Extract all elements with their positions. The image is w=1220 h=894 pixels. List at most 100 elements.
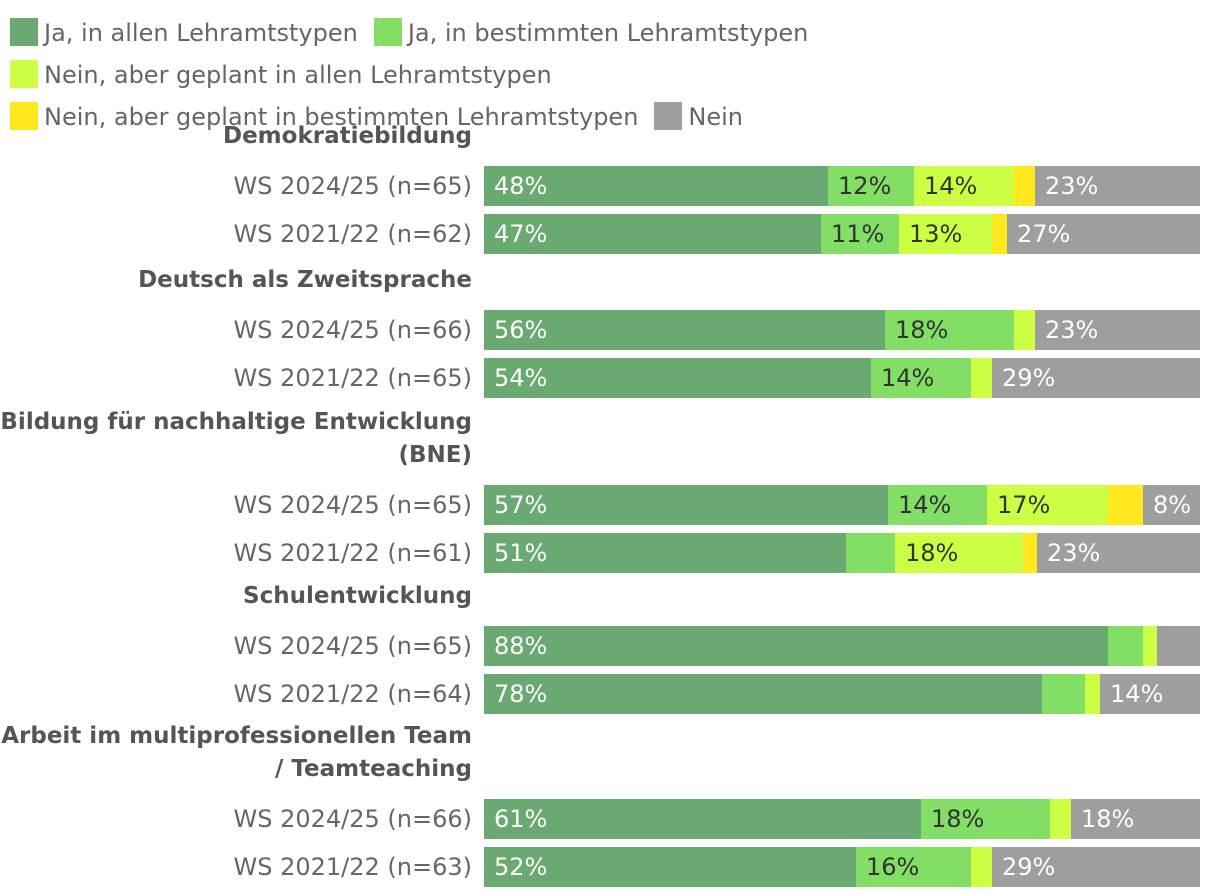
group-title-bildung-fuer-nachhaltige-entwi: Bildung für nachhaltige Entwicklung (BNE… — [0, 409, 472, 468]
bar-segment-ja-in-allen-lehramtstypen: 51% — [484, 533, 846, 573]
legend-label: Nein — [688, 103, 744, 131]
bar-segment-ja-in-allen-lehramtstypen: 48% — [484, 166, 828, 206]
bar-segment-ja-in-bestimmten-lehramtstypen: 18% — [885, 310, 1014, 350]
bar-segment-ja-in-bestimmten-lehramtstypen: 12% — [828, 166, 914, 206]
legend-item: Nein, aber geplant in bestimmten Lehramt… — [10, 96, 638, 138]
bar-segment-ja-in-bestimmten-lehramtstypen — [1042, 674, 1085, 714]
data-label: 18% — [931, 805, 985, 833]
data-label: 23% — [1045, 316, 1099, 344]
bar-segment-nein: 29% — [992, 847, 1200, 887]
bar-segment-nein-aber-geplant-in-allen-lehramtstypen: 17% — [987, 485, 1108, 525]
bar-segment-ja-in-bestimmten-lehramtstypen: 14% — [871, 358, 971, 398]
bar-segment-ja-in-allen-lehramtstypen: 47% — [484, 214, 821, 254]
bar-segment-ja-in-bestimmten-lehramtstypen — [1108, 626, 1143, 666]
bar-segment-nein: 23% — [1037, 533, 1200, 573]
data-label: 23% — [1047, 539, 1101, 567]
bar-segment-ja-in-bestimmten-lehramtstypen: 14% — [888, 485, 987, 525]
row-label: WS 2021/22 (n=62) — [233, 220, 472, 248]
legend-item: Ja, in bestimmten Lehramtstypen — [373, 12, 809, 54]
legend-label: Ja, in bestimmten Lehramtstypen — [407, 19, 809, 47]
legend-item: Nein — [654, 96, 743, 138]
bar-segment-nein-aber-geplant-in-allen-lehramtstypen — [1143, 626, 1157, 666]
data-label: 57% — [494, 491, 548, 519]
bar-row: 57% 14% 17% 8% — [484, 485, 1200, 525]
data-label: 18% — [905, 539, 959, 567]
bar-segment-ja-in-allen-lehramtstypen: 57% — [484, 485, 888, 525]
bar-segment-nein — [1157, 626, 1200, 666]
row-label: WS 2024/25 (n=66) — [233, 316, 472, 344]
bar-segment-nein: 29% — [992, 358, 1200, 398]
legend-swatch — [10, 18, 38, 46]
bar-segment-nein-aber-geplant-in-allen-lehramtstypen: 18% — [895, 533, 1023, 573]
data-label: 27% — [1017, 220, 1071, 248]
row-label: WS 2021/22 (n=61) — [233, 539, 472, 567]
data-label: 18% — [1081, 805, 1135, 833]
legend-swatch — [373, 18, 402, 46]
group-title-schulentwicklung: Schulentwicklung — [243, 583, 472, 609]
bar-row: 51% 18% 23% — [484, 533, 1200, 573]
bar-row: 78% 14% — [484, 674, 1200, 714]
bar-row: 48% 12% 14% 23% — [484, 166, 1200, 206]
data-label: 16% — [866, 853, 920, 881]
data-label: 14% — [1110, 680, 1164, 708]
legend-swatch — [10, 102, 38, 130]
row-label: WS 2021/22 (n=64) — [233, 680, 472, 708]
data-label: 88% — [494, 632, 548, 660]
bar-segment-nein-aber-geplant-in-bestimmten-lehramtstypen — [1023, 533, 1037, 573]
bar-segment-nein-aber-geplant-in-allen-lehramtstypen — [1014, 310, 1035, 350]
data-label: 8% — [1153, 491, 1192, 519]
bar-segment-nein-aber-geplant-in-allen-lehramtstypen — [971, 358, 992, 398]
row-label: WS 2021/22 (n=65) — [233, 364, 472, 392]
data-label: 56% — [494, 316, 548, 344]
bar-row: 56% 18% 23% — [484, 310, 1200, 350]
legend-label: Ja, in allen Lehramtstypen — [44, 19, 358, 47]
bar-row: 52% 16% 29% — [484, 847, 1200, 887]
bar-segment-nein-aber-geplant-in-allen-lehramtstypen — [1085, 674, 1100, 714]
data-label: 54% — [494, 364, 548, 392]
data-label: 51% — [494, 539, 548, 567]
bar-segment-ja-in-allen-lehramtstypen: 54% — [484, 358, 871, 398]
bar-segment-ja-in-allen-lehramtstypen: 52% — [484, 847, 856, 887]
bar-segment-nein: 8% — [1143, 485, 1200, 525]
data-label: 12% — [838, 172, 892, 200]
legend-label: Nein, aber geplant in allen Lehramtstype… — [44, 61, 552, 89]
data-label: 18% — [895, 316, 949, 344]
bar-segment-nein: 23% — [1035, 310, 1200, 350]
data-label: 61% — [494, 805, 548, 833]
group-title-demokratiebildung: Demokratiebildung — [222, 123, 472, 149]
data-label: 17% — [997, 491, 1051, 519]
row-label: WS 2024/25 (n=65) — [233, 172, 472, 200]
bar-row: 54% 14% 29% — [484, 358, 1200, 398]
bar-row: 88% — [484, 626, 1200, 666]
data-label: 14% — [924, 172, 978, 200]
bar-segment-nein: 18% — [1071, 799, 1200, 839]
row-label: WS 2024/25 (n=65) — [233, 491, 472, 519]
group-title-arbeit-im-multiprofessionellen: Arbeit im multiprofessionellen Team / Te… — [1, 723, 472, 782]
bar-segment-ja-in-allen-lehramtstypen: 88% — [484, 626, 1108, 666]
bar-segment-ja-in-allen-lehramtstypen: 61% — [484, 799, 921, 839]
legend-item: Nein, aber geplant in allen Lehramtstype… — [10, 54, 552, 96]
data-label: 47% — [494, 220, 548, 248]
data-label: 11% — [831, 220, 885, 248]
group-title-deutsch-als-zweitsprache: Deutsch als Zweitsprache — [138, 267, 472, 293]
legend-swatch — [10, 60, 38, 88]
bar-segment-nein-aber-geplant-in-bestimmten-lehramtstypen — [1108, 485, 1143, 525]
legend-label: Nein, aber geplant in bestimmten Lehramt… — [44, 103, 639, 131]
bar-segment-nein-aber-geplant-in-bestimmten-lehramtstypen — [1014, 166, 1035, 206]
bar-segment-ja-in-bestimmten-lehramtstypen: 18% — [921, 799, 1050, 839]
data-label: 52% — [494, 853, 548, 881]
bar-segment-nein-aber-geplant-in-allen-lehramtstypen — [971, 847, 992, 887]
row-label: WS 2021/22 (n=63) — [233, 853, 472, 881]
data-label: 29% — [1002, 364, 1056, 392]
bar-segment-nein-aber-geplant-in-allen-lehramtstypen: 13% — [899, 214, 992, 254]
bar-segment-nein-aber-geplant-in-allen-lehramtstypen — [1050, 799, 1071, 839]
row-label: WS 2024/25 (n=66) — [233, 805, 472, 833]
bar-segment-nein-aber-geplant-in-allen-lehramtstypen: 14% — [914, 166, 1014, 206]
legend-swatch — [654, 102, 683, 130]
bar-segment-ja-in-allen-lehramtstypen: 56% — [484, 310, 885, 350]
bar-segment-nein: 14% — [1100, 674, 1200, 714]
bar-segment-nein: 27% — [1007, 214, 1200, 254]
data-label: 14% — [881, 364, 935, 392]
bar-segment-ja-in-bestimmten-lehramtstypen — [846, 533, 895, 573]
